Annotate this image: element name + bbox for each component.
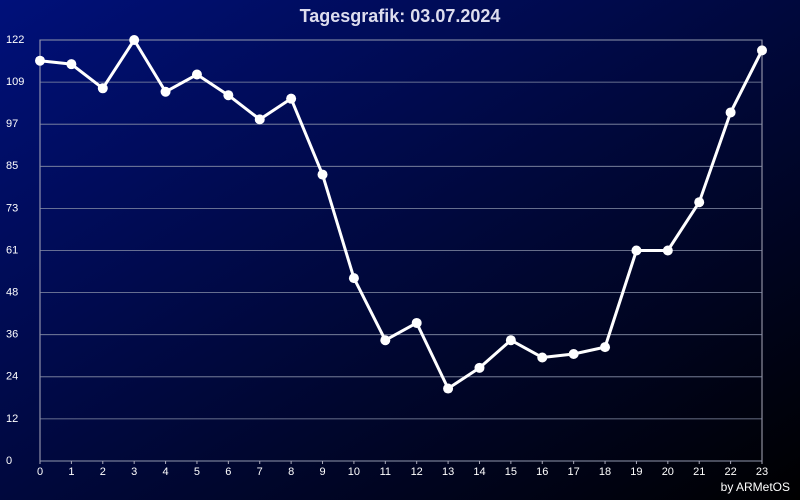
x-tick-label: 5 <box>194 466 200 478</box>
data-line <box>39 38 764 391</box>
data-point <box>191 69 202 80</box>
data-point <box>317 169 328 180</box>
data-point <box>757 45 767 56</box>
data-point <box>568 349 579 360</box>
data-point <box>600 342 611 353</box>
y-tick-label: 73 <box>6 202 18 214</box>
x-tick-label: 19 <box>630 466 642 478</box>
data-point <box>694 197 705 208</box>
x-tick-label: 9 <box>319 466 325 478</box>
data-point <box>537 352 548 363</box>
data-point <box>505 335 516 346</box>
data-point <box>662 245 673 256</box>
x-tick-label: 3 <box>131 466 137 478</box>
x-tick-label: 22 <box>724 466 736 478</box>
data-point <box>286 93 297 104</box>
y-tick-label: 97 <box>6 118 18 130</box>
data-point <box>725 107 736 118</box>
data-point <box>474 362 485 373</box>
x-tick-label: 1 <box>68 466 74 478</box>
x-tick-label: 14 <box>473 466 485 478</box>
y-tick-label: 36 <box>6 329 18 341</box>
data-point <box>411 317 422 328</box>
data-point <box>129 35 140 45</box>
x-tick-label: 0 <box>37 466 43 478</box>
y-tick-label: 0 <box>6 455 12 467</box>
x-tick-label: 6 <box>225 466 231 478</box>
data-point <box>160 86 171 97</box>
x-tick-label: 23 <box>756 466 768 478</box>
x-tick-label: 15 <box>505 466 517 478</box>
data-point <box>348 273 359 284</box>
y-tick-label: 61 <box>6 244 18 256</box>
credit: by ARMetOS <box>721 480 790 494</box>
data-point <box>380 335 391 346</box>
x-tick-label: 13 <box>442 466 454 478</box>
y-tick-label: 109 <box>6 76 24 88</box>
x-tick-label: 20 <box>662 466 674 478</box>
y-tick-label: 24 <box>6 371 18 383</box>
x-tick-label: 7 <box>257 466 263 478</box>
x-tick-label: 12 <box>411 466 423 478</box>
x-tick-label: 16 <box>536 466 548 478</box>
y-tick-label: 85 <box>6 160 18 172</box>
y-tick-label: 122 <box>6 34 24 46</box>
data-point <box>66 59 77 70</box>
data-point <box>443 383 454 394</box>
x-tick-label: 10 <box>348 466 360 478</box>
data-point <box>97 83 108 94</box>
x-tick-label: 4 <box>163 466 169 478</box>
x-tick-label: 2 <box>100 466 106 478</box>
y-tick-label: 12 <box>6 413 18 425</box>
x-tick-label: 8 <box>288 466 294 478</box>
data-point <box>254 114 265 125</box>
data-point <box>223 90 234 101</box>
x-tick-label: 21 <box>693 466 705 478</box>
y-tick-label: 48 <box>6 287 18 299</box>
x-tick-label: 17 <box>568 466 580 478</box>
x-tick-label: 11 <box>380 466 391 478</box>
chart-title: Tagesgrafik: 03.07.2024 <box>300 6 501 26</box>
data-point <box>631 245 642 256</box>
data-point <box>35 55 45 66</box>
x-tick-label: 18 <box>599 466 611 478</box>
